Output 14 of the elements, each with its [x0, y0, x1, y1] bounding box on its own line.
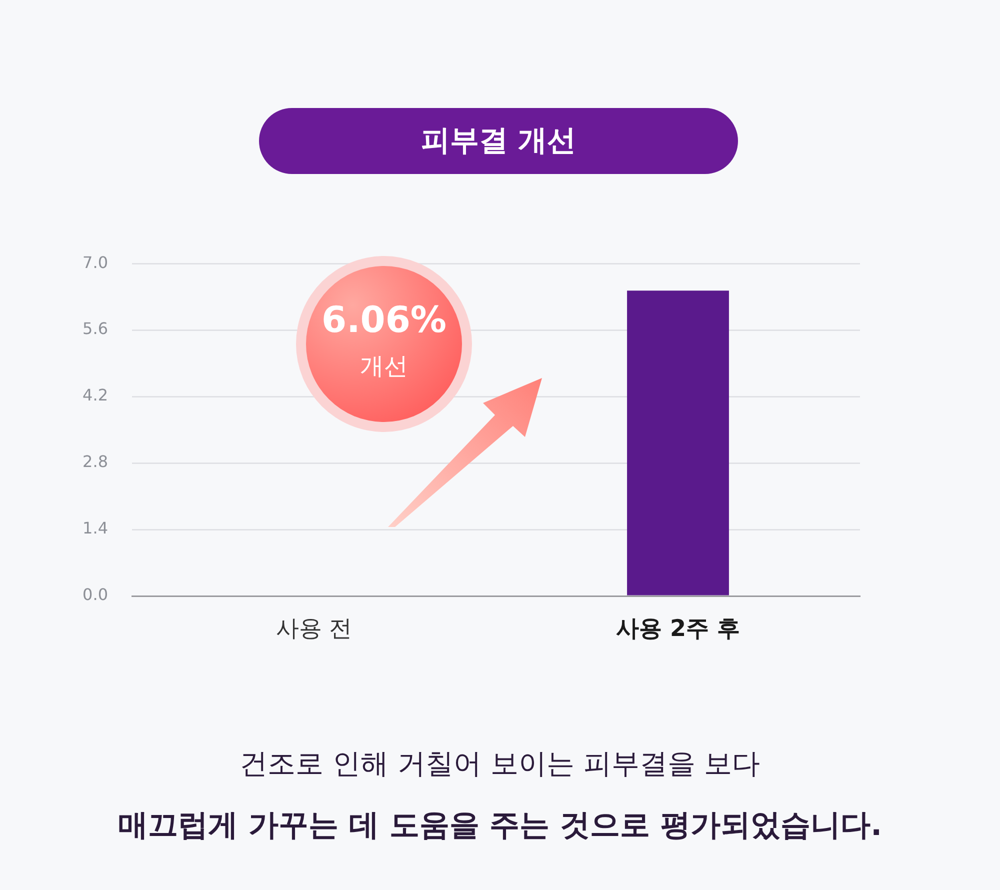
text: 매끄럽게 가꾸는 데 도움을 주는 것으로 평가되었습니다. — [116, 807, 884, 845]
y-tick-label: 5.6 — [82, 319, 108, 338]
y-tick-label: 2.8 — [82, 452, 108, 472]
x-tick-label: 사용 전 — [276, 616, 352, 642]
annotation: 6.06% — [320, 300, 448, 341]
text: 건조로 인해 거칠어 보이는 피부결을 보다 — [238, 746, 762, 782]
circle-badge: 6.06% 개선 — [296, 256, 472, 432]
x-tick-label: 사용 2주 후 — [616, 616, 740, 642]
y-tick-label: 7.0 — [82, 252, 108, 272]
y-tick-label: 1.4 — [82, 518, 108, 538]
y-tick-label: 4.2 — [82, 386, 108, 405]
y-tick-label: 0.0 — [82, 585, 108, 604]
chart-title: 피부결 개선 — [259, 108, 738, 174]
annotation: 개선 — [359, 351, 409, 382]
